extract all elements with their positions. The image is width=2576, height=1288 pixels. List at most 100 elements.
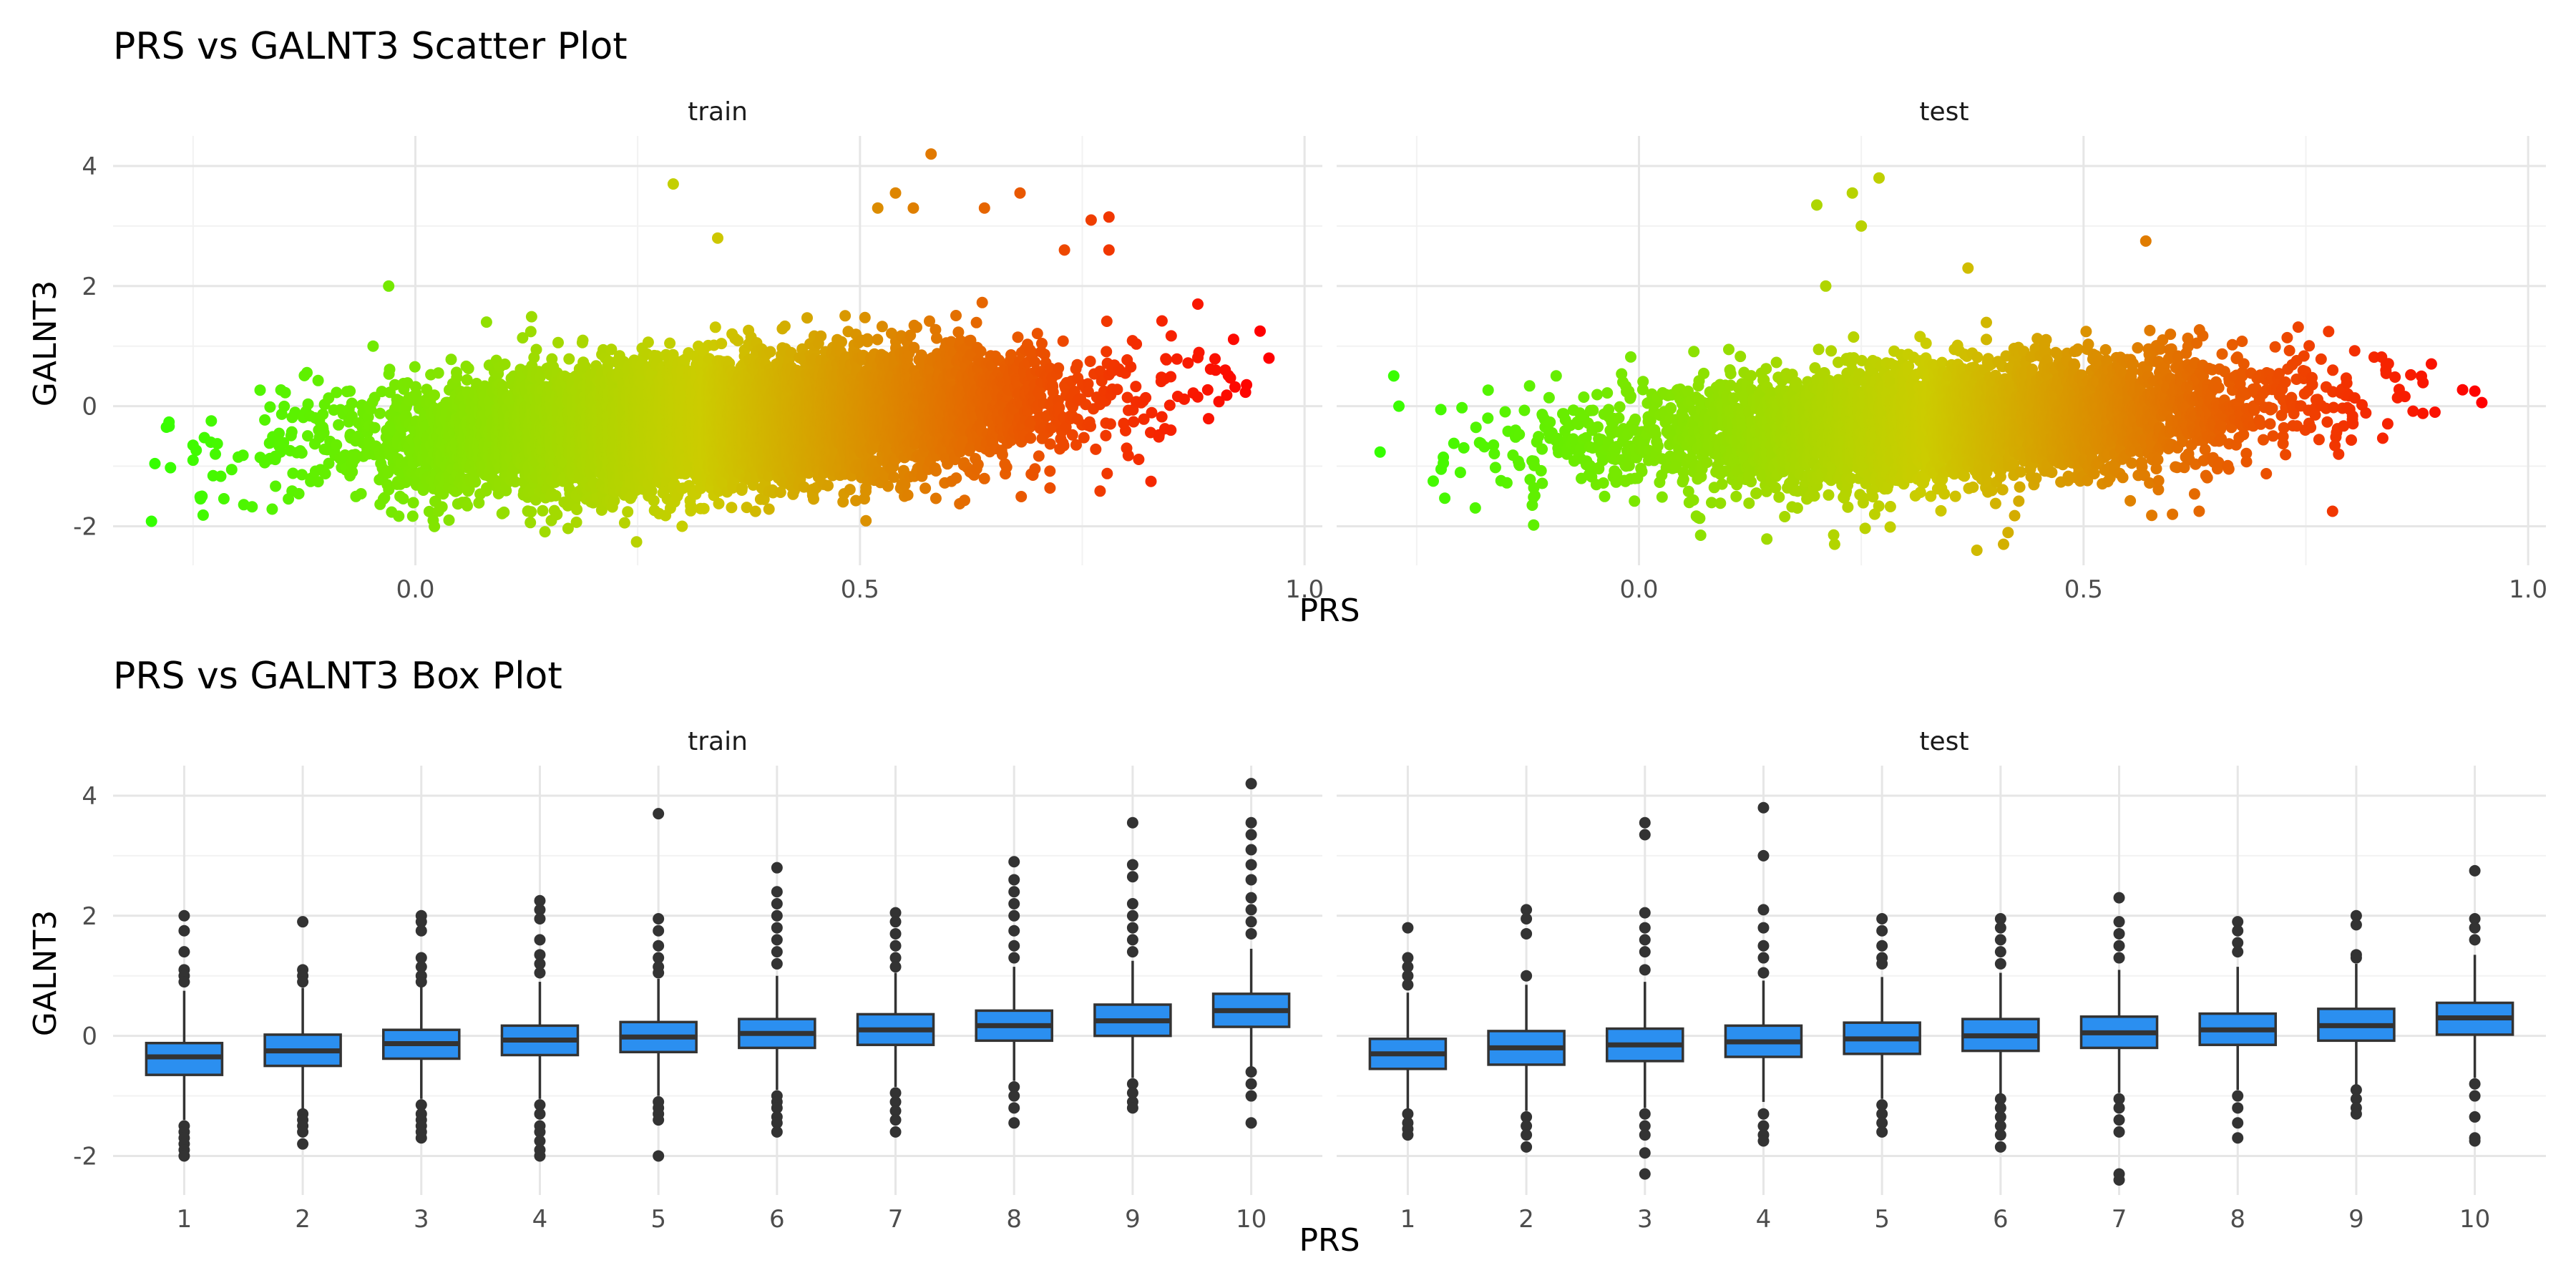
data-point — [577, 334, 589, 346]
data-point — [190, 444, 203, 457]
data-point — [539, 526, 551, 538]
data-point — [331, 386, 343, 399]
data-point — [698, 502, 710, 514]
data-point — [264, 401, 276, 413]
data-point — [355, 488, 367, 499]
data-point — [187, 454, 199, 467]
data-point — [462, 499, 473, 512]
data-point — [551, 509, 563, 520]
data-point — [275, 446, 287, 458]
box-y-label: GALNT3 — [27, 910, 64, 1037]
data-point — [436, 501, 448, 513]
data-point — [312, 374, 324, 386]
data-point — [525, 326, 537, 338]
data-point — [293, 488, 305, 499]
data-point — [642, 336, 654, 348]
data-point — [317, 409, 329, 420]
data-point — [664, 337, 676, 349]
data-point — [525, 517, 537, 529]
data-point — [346, 397, 358, 409]
data-point — [218, 493, 230, 504]
data-point — [500, 484, 512, 497]
data-point — [397, 493, 409, 504]
data-point — [205, 415, 218, 427]
data-point — [254, 384, 266, 396]
data-point — [331, 439, 343, 451]
data-point — [289, 406, 301, 419]
data-point — [570, 516, 582, 528]
data-point — [165, 462, 177, 474]
data-point — [287, 467, 299, 479]
data-point — [333, 419, 345, 431]
data-point — [197, 509, 209, 521]
data-point — [618, 517, 630, 529]
box-x-label: PRS — [1299, 1222, 1360, 1259]
data-point — [716, 338, 728, 350]
data-point — [384, 364, 396, 376]
data-point — [732, 335, 744, 347]
data-point — [498, 506, 510, 518]
data-point — [270, 480, 282, 492]
data-point — [461, 374, 473, 386]
data-point — [278, 400, 291, 412]
data-point — [423, 505, 435, 517]
data-point — [279, 386, 291, 399]
strip-label-train: train — [688, 727, 748, 756]
data-point — [237, 449, 249, 462]
data-point — [429, 520, 441, 532]
data-point — [302, 398, 314, 410]
data-point — [525, 311, 537, 323]
data-point — [163, 420, 175, 432]
data-point — [211, 438, 223, 450]
data-point — [469, 476, 482, 488]
scatter-title: PRS vs GALNT3 Scatter Plot — [113, 25, 628, 68]
data-point — [432, 367, 444, 379]
data-point — [374, 407, 386, 419]
data-point — [266, 503, 278, 515]
data-point — [246, 501, 258, 513]
data-point — [499, 358, 511, 370]
data-point — [346, 466, 358, 478]
data-point — [393, 510, 405, 522]
data-point — [344, 385, 356, 397]
data-point — [196, 490, 208, 502]
data-point — [622, 506, 634, 518]
data-point — [473, 497, 485, 509]
data-point — [685, 504, 697, 517]
data-point — [278, 436, 290, 449]
data-point — [367, 340, 379, 352]
data-point — [645, 485, 658, 497]
data-point — [369, 421, 381, 434]
data-point — [451, 371, 463, 384]
data-point — [667, 178, 679, 190]
box-title: PRS vs GALNT3 Box Plot — [113, 655, 562, 698]
data-point — [318, 426, 330, 439]
data-point — [149, 457, 161, 469]
data-point — [215, 470, 227, 482]
data-point — [383, 280, 395, 292]
data-point — [383, 484, 395, 496]
data-point — [296, 469, 308, 481]
scatter-y-label: GALNT3 — [27, 280, 64, 407]
data-point — [407, 497, 419, 509]
data-point — [409, 361, 421, 373]
data-point — [273, 427, 285, 439]
data-point — [286, 426, 298, 438]
data-point — [712, 232, 723, 244]
data-point — [145, 515, 157, 527]
data-point — [480, 316, 492, 328]
data-point — [709, 321, 721, 333]
data-point — [319, 468, 331, 479]
data-point — [676, 520, 688, 532]
data-point — [301, 366, 313, 379]
data-point — [563, 353, 575, 365]
data-point — [323, 457, 335, 469]
data-point — [225, 464, 238, 476]
scatter-points — [145, 148, 1275, 548]
data-point — [443, 514, 455, 526]
data-point — [462, 363, 474, 374]
data-point — [445, 353, 457, 366]
data-point — [389, 379, 401, 391]
scatter-x-label: PRS — [1299, 592, 1360, 629]
